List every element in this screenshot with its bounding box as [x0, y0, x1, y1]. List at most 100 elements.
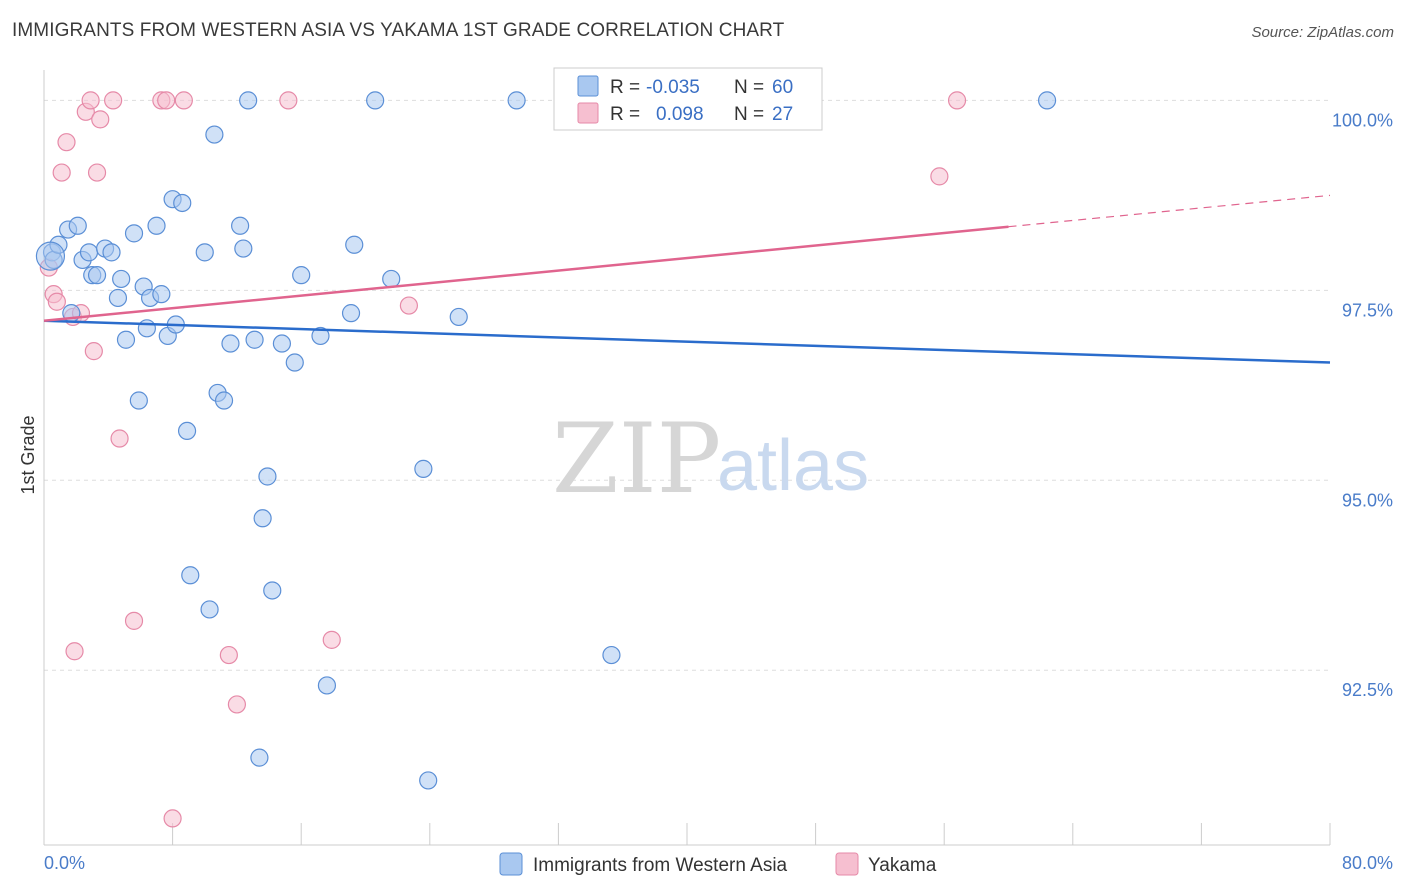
- yakama-point: [399, 296, 419, 315]
- series-legend-label-pink: Yakama: [868, 855, 937, 876]
- western-asia-point: [239, 91, 258, 110]
- trend-line-yakama: [43, 225, 1009, 322]
- western-asia-point: [1037, 91, 1057, 110]
- western-asia-point: [602, 645, 621, 665]
- source-credit: Source: ZipAtlas.com: [1251, 24, 1394, 41]
- yakama-point: [87, 163, 107, 182]
- western-asia-point: [102, 243, 121, 262]
- western-asia-point: [345, 235, 364, 254]
- y-axis-tick-labels: 100.0% 97.5% 95.0% 92.5%: [1332, 110, 1393, 700]
- chart-title: IMMIGRANTS FROM WESTERN ASIA VS YAKAMA 1…: [12, 20, 785, 41]
- western-asia-point: [112, 269, 131, 289]
- western-asia-point: [258, 467, 277, 486]
- legend-swatch-pink: [577, 102, 599, 124]
- yakama-points: [39, 91, 967, 828]
- yakama-point: [124, 611, 144, 630]
- series-legend-swatch-pink: [835, 852, 859, 876]
- yakama-point: [227, 695, 246, 714]
- yakama-point: [219, 645, 238, 665]
- x-tick-label-min: 0.0%: [44, 853, 85, 873]
- y-tick-label: 100.0%: [1332, 110, 1393, 130]
- western-asia-point: [214, 391, 234, 410]
- legend-r-value-pink: 0.098: [656, 104, 704, 125]
- yakama-point: [65, 642, 84, 661]
- western-asia-point: [35, 241, 66, 271]
- western-asia-point: [250, 748, 269, 767]
- western-asia-point: [317, 676, 337, 695]
- western-asia-point: [181, 566, 200, 585]
- western-asia-point: [449, 307, 468, 327]
- western-asia-point: [87, 266, 107, 285]
- legend-n-label-blue: N =: [734, 77, 764, 98]
- western-asia-point: [419, 771, 438, 790]
- series-legend-label-blue: Immigrants from Western Asia: [533, 855, 788, 876]
- yakama-point: [81, 91, 100, 110]
- western-asia-point: [195, 243, 214, 262]
- western-asia-point: [311, 326, 330, 346]
- yakama-point: [91, 110, 110, 129]
- yakama-point: [174, 91, 193, 110]
- yakama-point: [930, 167, 949, 186]
- western-asia-point: [147, 216, 166, 235]
- trend-line-yakama-extension: [1008, 194, 1331, 228]
- western-asia-point: [137, 319, 156, 338]
- western-asia-point: [177, 421, 197, 441]
- y-axis-label: 1st Grade: [18, 415, 38, 494]
- yakama-point: [322, 630, 341, 649]
- legend-r-value-blue: -0.035: [646, 77, 700, 98]
- x-tick-label-max: 80.0%: [1342, 853, 1393, 873]
- yakama-point: [110, 429, 129, 448]
- yakama-point: [947, 91, 967, 110]
- x-axis-ticks: [43, 823, 1331, 845]
- legend-n-label-pink: N =: [734, 104, 764, 125]
- western-asia-point: [366, 91, 385, 110]
- yakama-point: [84, 342, 103, 361]
- western-asia-point: [68, 216, 87, 235]
- western-asia-point: [79, 243, 99, 262]
- western-asia-point: [234, 239, 253, 258]
- watermark-atlas: atlas: [717, 426, 869, 506]
- western-asia-point: [253, 509, 272, 528]
- stats-legend: R = -0.035 N = 60 R = 0.098 N = 27: [553, 67, 823, 131]
- stats-legend-box: [553, 67, 823, 131]
- western-asia-point: [108, 288, 128, 308]
- western-asia-point: [341, 304, 361, 323]
- series-legend: Immigrants from Western Asia Yakama: [499, 852, 937, 876]
- yakama-point: [47, 292, 66, 311]
- legend-r-label-blue: R =: [610, 77, 640, 98]
- western-asia-point: [152, 285, 171, 304]
- y-tick-label: 92.5%: [1342, 680, 1393, 700]
- western-asia-point: [116, 330, 136, 349]
- western-asia-point: [507, 91, 526, 110]
- western-asia-point: [382, 269, 401, 289]
- western-asia-point: [414, 459, 433, 478]
- watermark-zip: ZIP: [552, 403, 721, 515]
- yakama-point: [104, 91, 123, 110]
- western-asia-point: [200, 600, 219, 619]
- western-asia-point: [245, 330, 264, 349]
- yakama-point: [57, 133, 76, 152]
- gridlines: [44, 99, 1330, 671]
- yakama-point: [279, 91, 298, 110]
- trend-lines: [43, 194, 1331, 364]
- yakama-point: [157, 91, 176, 110]
- y-tick-label: 97.5%: [1342, 300, 1393, 320]
- legend-swatch-blue: [577, 75, 599, 97]
- western-asia-point: [285, 353, 304, 372]
- western-asia-point: [292, 266, 311, 285]
- legend-n-value-blue: 60: [772, 77, 793, 98]
- series-legend-swatch-blue: [499, 852, 523, 876]
- trend-line-western-asia: [43, 319, 1331, 364]
- western-asia-points: [35, 91, 1057, 790]
- western-asia-point: [173, 193, 192, 213]
- legend-n-value-pink: 27: [772, 104, 793, 125]
- y-tick-label: 95.0%: [1342, 490, 1393, 510]
- legend-r-label-pink: R =: [610, 104, 640, 125]
- yakama-point: [52, 163, 71, 182]
- western-asia-point: [129, 391, 148, 410]
- western-asia-point: [205, 125, 224, 144]
- western-asia-point: [124, 224, 144, 243]
- western-asia-point: [231, 216, 250, 235]
- yakama-point: [163, 809, 182, 828]
